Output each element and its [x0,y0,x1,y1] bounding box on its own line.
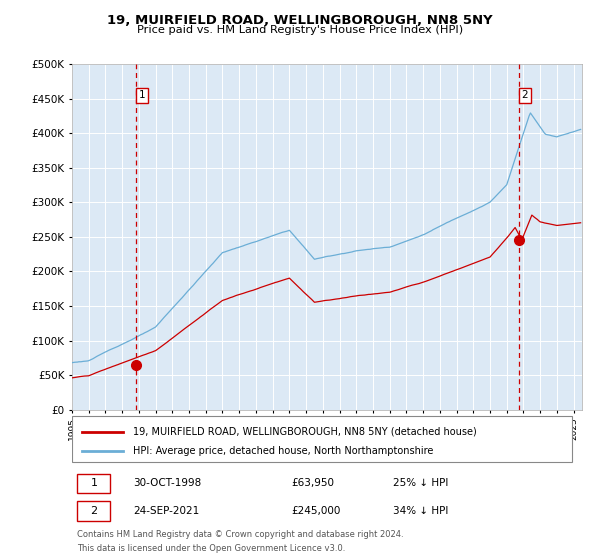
Text: £63,950: £63,950 [291,478,334,488]
Text: 25% ↓ HPI: 25% ↓ HPI [394,478,449,488]
FancyBboxPatch shape [72,417,572,463]
Text: Contains HM Land Registry data © Crown copyright and database right 2024.: Contains HM Land Registry data © Crown c… [77,530,404,539]
Text: This data is licensed under the Open Government Licence v3.0.: This data is licensed under the Open Gov… [77,544,346,553]
Text: 34% ↓ HPI: 34% ↓ HPI [394,506,449,516]
Text: 1: 1 [139,91,145,100]
FancyBboxPatch shape [77,474,110,493]
Text: £245,000: £245,000 [291,506,341,516]
Text: 2: 2 [521,91,528,100]
Text: 24-SEP-2021: 24-SEP-2021 [133,506,199,516]
Text: 19, MUIRFIELD ROAD, WELLINGBOROUGH, NN8 5NY (detached house): 19, MUIRFIELD ROAD, WELLINGBOROUGH, NN8 … [133,427,477,437]
Text: Price paid vs. HM Land Registry's House Price Index (HPI): Price paid vs. HM Land Registry's House … [137,25,463,35]
Text: HPI: Average price, detached house, North Northamptonshire: HPI: Average price, detached house, Nort… [133,446,434,456]
Text: 19, MUIRFIELD ROAD, WELLINGBOROUGH, NN8 5NY: 19, MUIRFIELD ROAD, WELLINGBOROUGH, NN8 … [107,14,493,27]
FancyBboxPatch shape [77,501,110,521]
Text: 2: 2 [91,506,97,516]
Text: 1: 1 [91,478,97,488]
Text: 30-OCT-1998: 30-OCT-1998 [133,478,202,488]
